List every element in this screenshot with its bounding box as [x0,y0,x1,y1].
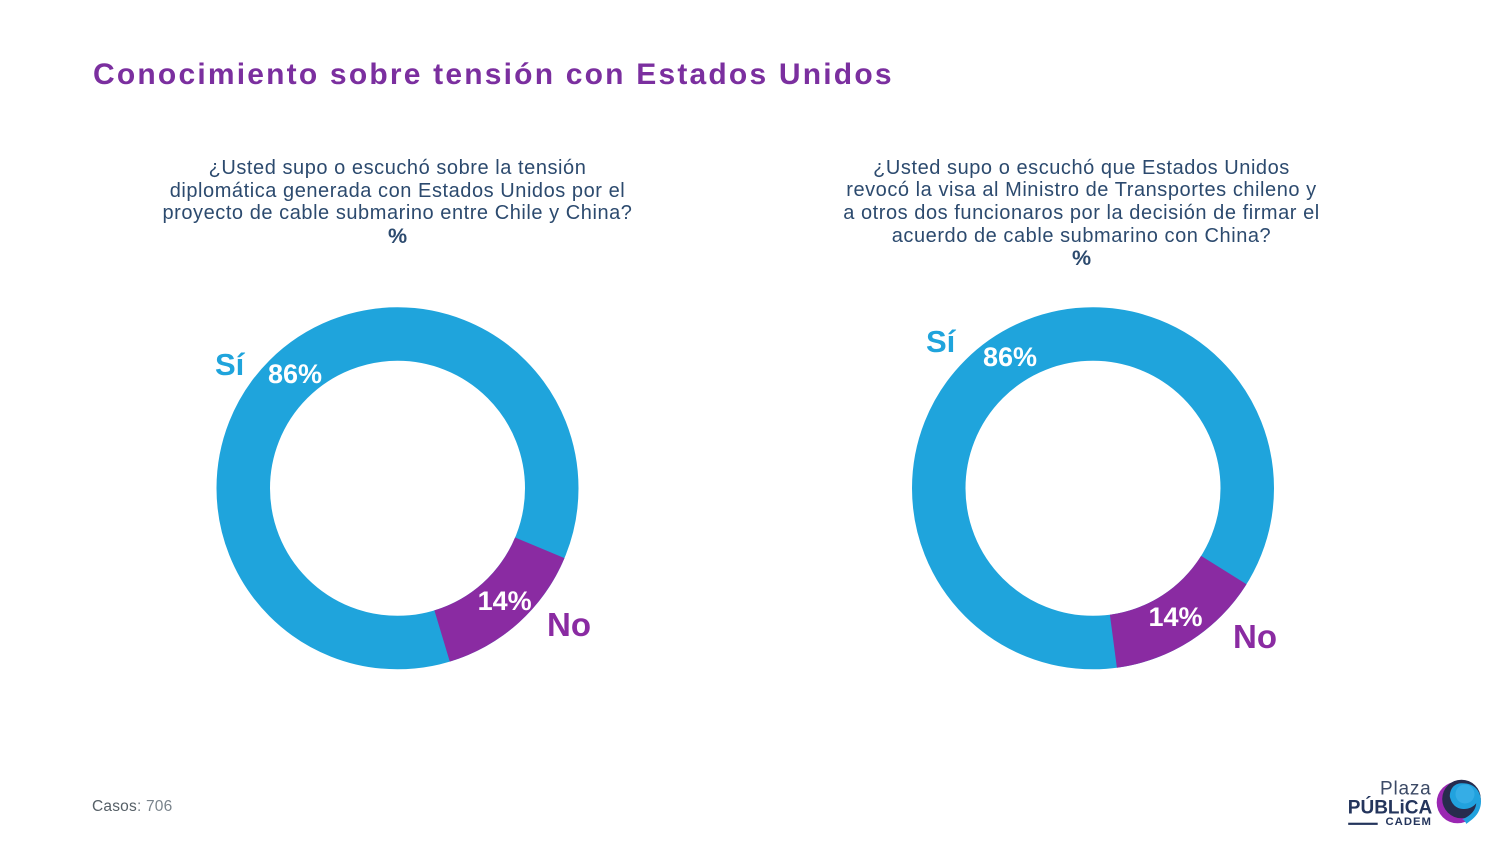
svg-text:Plaza: Plaza [1380,779,1432,800]
svg-text:PÚBLiCA: PÚBLiCA [1348,796,1433,818]
svg-text:CADEM: CADEM [1386,816,1432,828]
